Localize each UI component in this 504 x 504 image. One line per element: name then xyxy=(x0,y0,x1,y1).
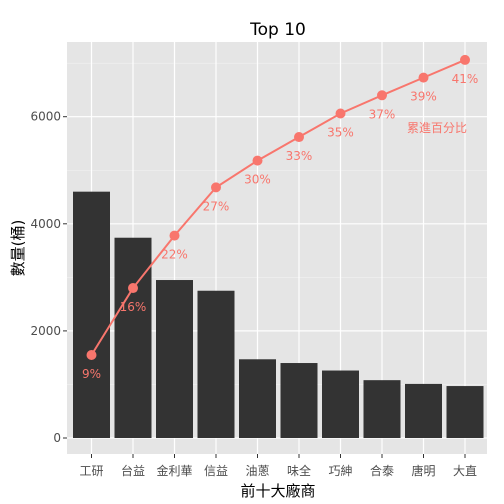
x-tick-label: 信益 xyxy=(204,464,228,478)
x-tick-label: 油蔥 xyxy=(245,464,269,478)
cumulative-point-10 xyxy=(460,54,470,65)
cumulative-pct-label-10: 41% xyxy=(452,72,479,86)
x-axis-label: 前十大廠商 xyxy=(240,482,315,500)
cumulative-pct-label-1: 9% xyxy=(82,367,101,381)
x-tick-label: 唐明 xyxy=(411,463,435,478)
cumulative-pct-label-5: 30% xyxy=(244,173,271,187)
x-axis-ticks: 工研 台益 金利華 信益 油蔥 味全 巧紳 合泰 唐明 大直 xyxy=(79,454,477,478)
cumulative-pct-label-8: 37% xyxy=(369,107,396,121)
x-tick-label: 巧紳 xyxy=(328,464,352,478)
cumulative-line xyxy=(90,59,466,356)
bar-4 xyxy=(197,290,235,438)
cumulative-point-7 xyxy=(335,108,346,119)
y-tick-label: 4000 xyxy=(30,217,61,231)
cumulative-line-layer: 9% 16% 22% 27% 30% 33% 35% 37% 39% 41% xyxy=(82,54,479,381)
y-tick-label: 6000 xyxy=(30,110,61,124)
chart-title: Top 10 xyxy=(249,20,306,40)
x-tick-label: 工研 xyxy=(79,464,103,478)
bar-2 xyxy=(114,237,152,438)
cumulative-pct-label-7: 35% xyxy=(327,125,354,139)
x-tick-label: 台益 xyxy=(121,463,145,478)
cumulative-annotation: 累進百分比 xyxy=(407,121,467,135)
cumulative-point-5 xyxy=(252,155,263,166)
cumulative-pct-label-9: 39% xyxy=(410,90,437,104)
x-tick-label: 大直 xyxy=(453,464,477,478)
x-tick-label: 合泰 xyxy=(370,463,394,478)
y-axis-ticks: 0 2000 4000 6000 xyxy=(30,110,67,445)
cumulative-point-9 xyxy=(418,72,429,83)
bar-6 xyxy=(280,363,318,438)
cumulative-point-3 xyxy=(169,230,180,241)
bar-8 xyxy=(363,380,401,438)
cumulative-point-8 xyxy=(377,90,387,101)
y-axis-label: 數量(桶) xyxy=(9,220,27,277)
bar-10 xyxy=(446,386,484,438)
y-tick-label: 0 xyxy=(53,431,61,445)
bar-9 xyxy=(405,383,442,438)
bar-7 xyxy=(322,370,359,438)
cumulative-pct-label-2: 16% xyxy=(120,300,147,314)
bar-1 xyxy=(73,191,110,438)
y-tick-label: 2000 xyxy=(30,324,61,338)
bar-3 xyxy=(156,280,193,438)
x-tick-label: 味全 xyxy=(287,463,311,478)
bar-5 xyxy=(239,359,276,438)
cumulative-pct-label-3: 22% xyxy=(161,248,188,262)
cumulative-pct-label-6: 33% xyxy=(286,149,313,163)
x-tick-label: 金利華 xyxy=(156,463,192,478)
cumulative-pct-label-4: 27% xyxy=(203,199,230,213)
cumulative-point-6 xyxy=(294,132,304,143)
cumulative-point-2 xyxy=(128,283,138,294)
cumulative-point-4 xyxy=(211,182,221,193)
cumulative-point-1 xyxy=(86,349,97,360)
